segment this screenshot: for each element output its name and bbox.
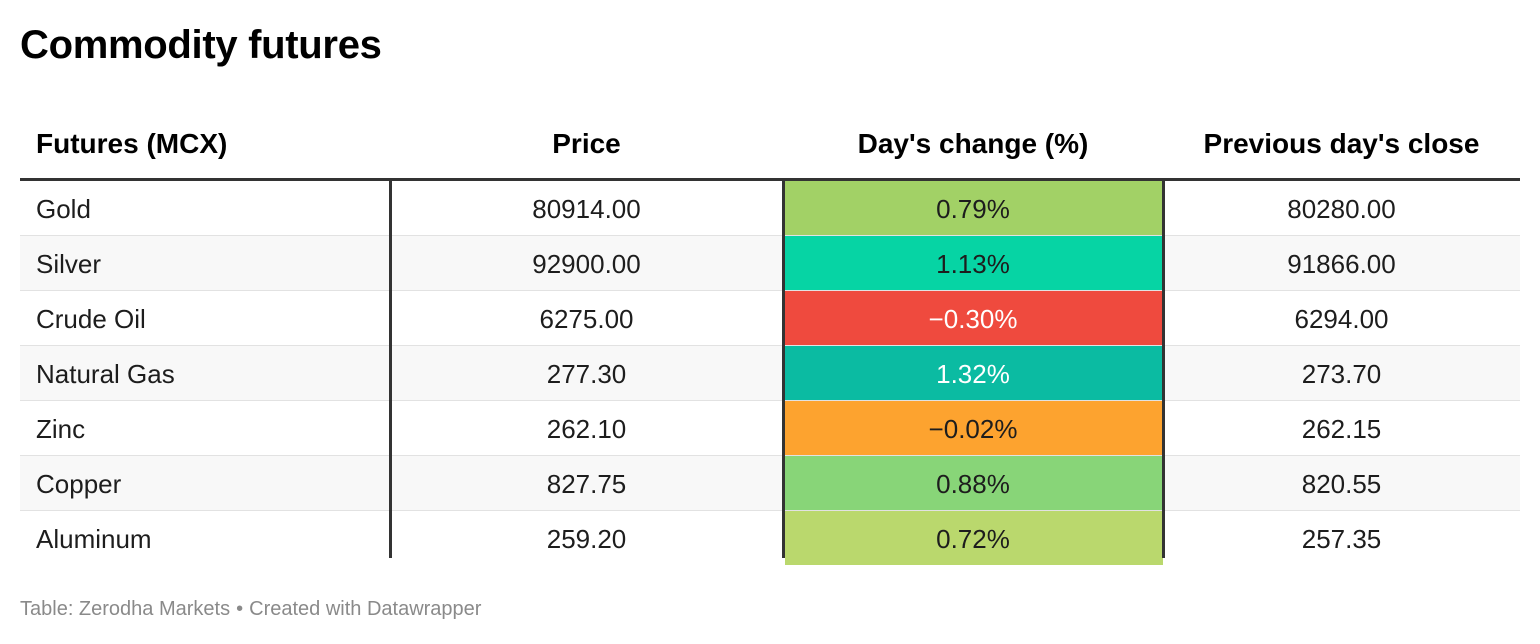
change-color-cell: [785, 511, 1163, 565]
commodity-name: Crude Oil: [36, 304, 146, 334]
column-header-days-change[interactable]: Day's change (%): [857, 128, 1089, 159]
column-header-previous-close[interactable]: Previous day's close: [1203, 128, 1480, 159]
column-header-futures[interactable]: Futures (MCX): [36, 128, 228, 159]
change-color-cell: [785, 181, 1163, 235]
table-row: Aluminum 259.20 0.72% 257.35: [20, 511, 1520, 565]
table-row: Natural Gas 277.30 1.32% 273.70: [20, 346, 1520, 401]
commodity-name: Silver: [36, 249, 102, 279]
table-row: Copper 827.75 0.88% 820.55: [20, 456, 1520, 511]
price-value: 259.20: [546, 524, 627, 554]
table-row: Gold 80914.00 0.79% 80280.00: [20, 181, 1520, 236]
commodity-name: Zinc: [36, 414, 86, 444]
table-row: Silver 92900.00 1.13% 91866.00: [20, 236, 1520, 291]
days-change-value: 1.13%: [936, 249, 1010, 279]
change-color-cell: [785, 291, 1163, 345]
commodity-table: Futures (MCX) Price Day's change (%) Pre…: [20, 108, 1520, 565]
previous-close-value: 80280.00: [1287, 194, 1396, 224]
commodity-name: Aluminum: [36, 524, 152, 554]
change-color-cell: [785, 456, 1163, 510]
table-body: Gold 80914.00 0.79% 80280.00 Silver 92900.00 1…: [20, 181, 1520, 565]
previous-close-value: 820.55: [1301, 469, 1382, 499]
source-text: Table: Zerodha Markets: [20, 598, 231, 620]
change-color-cell: [785, 346, 1163, 400]
days-change-value: −0.30%: [928, 304, 1018, 334]
column-divider-2: [782, 181, 785, 558]
commodity-name: Copper: [36, 469, 122, 499]
change-color-cell: [785, 401, 1163, 455]
days-change-value: −0.02%: [928, 414, 1018, 444]
previous-close-value: 91866.00: [1287, 249, 1396, 279]
table-row: Crude Oil 6275.00 −0.30% 6294.00: [20, 291, 1520, 346]
table-row: Zinc 262.10 −0.02% 262.15: [20, 401, 1520, 456]
commodity-name: Gold: [36, 194, 91, 224]
days-change-value: 0.72%: [936, 524, 1010, 554]
source-footer: Table: Zerodha Markets • Created with Data…: [20, 598, 481, 621]
days-change-value: 0.79%: [936, 194, 1010, 224]
price-value: 262.10: [546, 414, 627, 444]
price-value: 827.75: [546, 469, 627, 499]
previous-close-value: 6294.00: [1294, 304, 1389, 334]
price-value: 80914.00: [532, 194, 641, 224]
days-change-value: 0.88%: [936, 469, 1010, 499]
column-divider-1: [389, 181, 392, 558]
table-header: Futures (MCX) Price Day's change (%) Pre…: [20, 108, 1520, 181]
previous-close-value: 262.15: [1301, 414, 1382, 444]
previous-close-value: 257.35: [1301, 524, 1382, 554]
price-value: 92900.00: [532, 249, 641, 279]
column-header-price[interactable]: Price: [552, 128, 621, 159]
column-divider-3: [1162, 181, 1165, 558]
chart-title: Commodity futures: [20, 23, 382, 67]
price-value: 6275.00: [539, 304, 634, 334]
commodity-name: Natural Gas: [36, 359, 175, 389]
price-value: 277.30: [546, 359, 627, 389]
change-color-cell: [785, 236, 1163, 290]
days-change-value: 1.32%: [936, 359, 1010, 389]
credit-link[interactable]: Created with Datawrapper: [249, 598, 482, 620]
footer-separator: •: [236, 598, 244, 620]
previous-close-value: 273.70: [1301, 359, 1382, 389]
